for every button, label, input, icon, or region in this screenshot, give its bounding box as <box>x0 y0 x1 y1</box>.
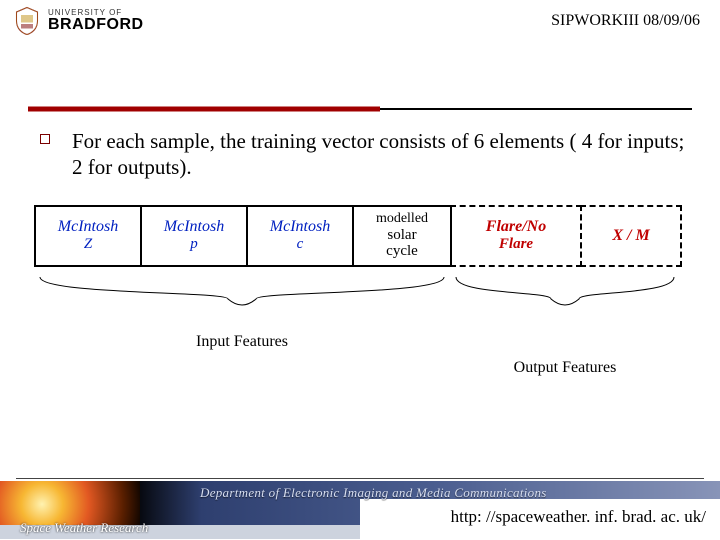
header-right-text: SIPWORKIII 08/09/06 <box>551 12 700 30</box>
vector-cell-5: X / M <box>580 205 682 267</box>
vector-cell-4: Flare/NoFlare <box>450 205 582 267</box>
crest-icon <box>12 6 42 36</box>
brace: Output Features <box>454 275 676 377</box>
bullet-marker <box>40 134 50 144</box>
rule-red <box>28 107 380 112</box>
vector-diagram: McIntoshZMcIntoshpMcIntoshcmodelledsolar… <box>34 205 690 415</box>
vector-cell-1: McIntoshp <box>140 205 248 267</box>
footer-dept: Department of Electronic Imaging and Med… <box>200 485 547 501</box>
vector-cell-2: McIntoshc <box>246 205 354 267</box>
footer-url: http: //spaceweather. inf. brad. ac. uk/ <box>451 507 706 527</box>
title-rule <box>0 108 720 110</box>
brace: Input Features <box>38 275 446 351</box>
vector-cell-0: McIntoshZ <box>34 205 142 267</box>
footer: Space Weather Research Department of Ele… <box>0 478 720 540</box>
university-logo: UNIVERSITY OF BRADFORD <box>12 6 144 36</box>
vector-cell-3: modelledsolarcycle <box>352 205 452 267</box>
bullet-text: For each sample, the training vector con… <box>72 128 694 181</box>
footer-swr: Space Weather Research <box>20 520 148 536</box>
uni-big-text: BRADFORD <box>48 17 144 33</box>
